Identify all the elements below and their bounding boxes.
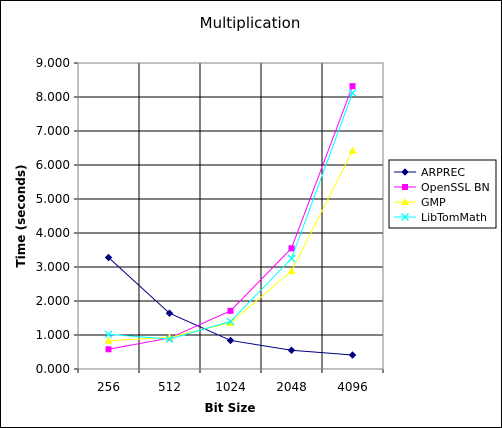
legend-label-openssl-bn: OpenSSL BN (421, 181, 490, 194)
y-tick-label: 0.000 (36, 362, 70, 376)
data-point-openssl-bn (349, 83, 356, 90)
y-tick-label: 8.000 (36, 90, 70, 104)
series-group (104, 83, 357, 359)
data-point-gmp (287, 267, 296, 275)
data-point-arprec (226, 336, 235, 345)
y-tick-label: 9.000 (36, 56, 70, 70)
x-tick-label: 2048 (276, 380, 307, 394)
legend-label-gmp: GMP (421, 196, 446, 209)
legend-label-arprec: ARPREC (421, 166, 465, 179)
chart-title: Multiplication (200, 14, 301, 32)
y-axis-label: Time (seconds) (14, 164, 28, 267)
data-point-arprec (348, 351, 357, 359)
data-point-openssl-bn (227, 307, 234, 314)
x-marker-stroke (348, 88, 357, 97)
legend-marker-arprec (401, 168, 409, 176)
data-point-arprec (165, 309, 174, 318)
data-point-openssl-bn (288, 245, 295, 252)
y-tick-label: 7.000 (36, 124, 70, 138)
x-tick-label: 256 (97, 380, 120, 394)
x-axis-ticks: 256 512 1024 2048 4096 (97, 380, 368, 394)
data-point-gmp (104, 336, 113, 344)
x-marker-stroke (287, 254, 296, 263)
y-tick-label: 5.000 (36, 192, 70, 206)
data-point-libtommath (348, 88, 357, 97)
y-tick-label: 4.000 (36, 226, 70, 240)
y-tick-label: 1.000 (36, 328, 70, 342)
legend-label-libtommath: LibTomMath (421, 211, 487, 224)
x-tick-label: 512 (158, 380, 181, 394)
data-point-arprec (104, 253, 113, 262)
legend-marker-libtommath (401, 213, 409, 221)
x-marker-stroke (104, 330, 113, 339)
x-tick-label: 4096 (337, 380, 368, 394)
y-axis-ticks: 0.000 1.000 2.000 3.000 4.000 5.000 6.000 7.000… (36, 56, 70, 376)
y-tick-label: 2.000 (36, 294, 70, 308)
y-tick-label: 3.000 (36, 260, 70, 274)
x-marker-stroke (226, 317, 235, 326)
legend: ARPREC OpenSSL BN GMP LibTomMath (388, 159, 497, 229)
data-point-arprec (287, 346, 296, 355)
data-point-libtommath (226, 317, 235, 326)
x-axis-label: Bit Size (204, 401, 255, 415)
x-marker-stroke (401, 213, 409, 221)
data-point-openssl-bn (105, 346, 112, 353)
legend-marker-gmp (401, 198, 409, 205)
x-marker-stroke (165, 335, 174, 344)
y-tick-label: 6.000 (36, 158, 70, 172)
x-tick-label: 1024 (215, 380, 246, 394)
plot-area (77, 62, 384, 370)
data-point-libtommath (165, 335, 174, 344)
series-line-libtommath (108, 92, 353, 340)
data-point-libtommath (287, 254, 296, 263)
gridlines (74, 62, 384, 373)
data-point-libtommath (104, 330, 113, 339)
data-point-gmp (348, 146, 357, 154)
legend-marker-openssl-bn (402, 184, 408, 190)
